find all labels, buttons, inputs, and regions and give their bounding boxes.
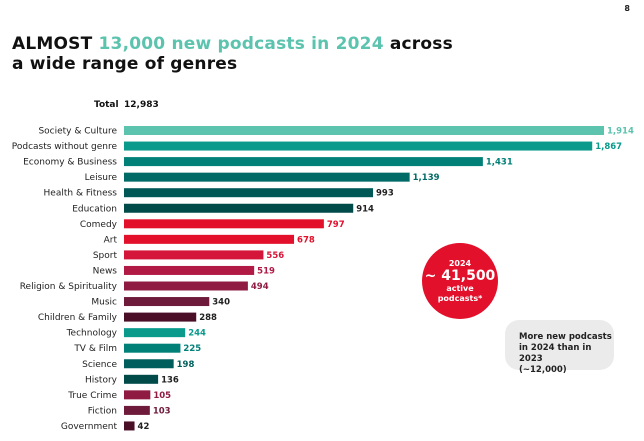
value-label-comedy: 797 <box>327 220 345 230</box>
note-line1: More new podcasts <box>519 332 612 342</box>
title-highlight: 13,000 new podcasts in 2024 <box>98 34 384 54</box>
value-label-technology: 244 <box>188 329 206 339</box>
value-label-children-and-family: 288 <box>199 313 217 323</box>
category-label-children-and-family: Children & Family <box>38 313 118 323</box>
category-label-news: News <box>93 266 118 276</box>
bar-technology <box>124 328 186 338</box>
bar-music <box>124 297 210 307</box>
callout-value: ~ 41,500 <box>424 268 496 285</box>
category-label-comedy: Comedy <box>80 220 118 230</box>
value-label-news: 519 <box>257 266 275 276</box>
value-label-education: 914 <box>356 204 374 214</box>
bar-government <box>124 421 135 431</box>
bar-children-and-family <box>124 312 197 322</box>
bar-science <box>124 359 174 369</box>
bar-fiction <box>124 405 150 415</box>
active-podcasts-callout: 2024 ~ 41,500 active podcasts* <box>422 243 498 319</box>
value-label-music: 340 <box>212 298 230 308</box>
category-label-religion-and-spirituality: Religion & Spirituality <box>20 282 118 292</box>
bar-health-and-fitness <box>124 188 374 198</box>
value-label-sport: 556 <box>266 251 284 261</box>
page-number: 8 <box>624 4 630 13</box>
category-label-leisure: Leisure <box>85 173 118 183</box>
category-label-fiction: Fiction <box>88 406 117 416</box>
category-label-true-crime: True Crime <box>67 391 117 401</box>
bar-history <box>124 374 159 384</box>
bar-comedy <box>124 219 324 229</box>
callout-line2: podcasts* <box>437 293 483 303</box>
bar-economy-and-business <box>124 157 483 167</box>
category-label-art: Art <box>104 235 118 245</box>
category-label-tv-and-film: TV & Film <box>73 344 117 354</box>
bar-leisure <box>124 172 410 182</box>
value-label-society-and-culture: 1,914 <box>607 127 634 137</box>
note-line2: in 2024 than in 2023 <box>519 343 592 364</box>
category-label-music: Music <box>91 298 117 308</box>
value-label-art: 678 <box>297 235 315 245</box>
category-label-podcasts-without-genre: Podcasts without genre <box>12 142 118 152</box>
category-label-economy-and-business: Economy & Business <box>23 158 117 168</box>
value-label-government: 42 <box>138 422 150 432</box>
value-label-history: 136 <box>161 375 179 385</box>
total-value: 12,983 <box>124 100 159 110</box>
callout-year: 2024 <box>448 259 472 269</box>
value-label-podcasts-without-genre: 1,867 <box>595 142 622 152</box>
bar-tv-and-film <box>124 343 181 353</box>
bar-sport <box>124 250 264 260</box>
bar-society-and-culture <box>124 126 604 135</box>
bar-true-crime <box>124 390 151 400</box>
chart-title: ALMOST 13,000 new podcasts in 2024 acros… <box>12 34 453 74</box>
value-label-science: 198 <box>177 360 195 370</box>
title-line2: a wide range of genres <box>12 54 238 74</box>
category-label-science: Science <box>82 360 117 370</box>
bar-podcasts-without-genre <box>124 141 593 151</box>
bar-education <box>124 203 354 213</box>
title-part2: across <box>383 34 453 54</box>
category-label-sport: Sport <box>93 251 118 261</box>
value-label-fiction: 103 <box>153 406 171 416</box>
value-label-economy-and-business: 1,431 <box>486 158 513 168</box>
title-part1: ALMOST <box>12 34 99 54</box>
category-label-history: History <box>85 375 118 385</box>
category-label-health-and-fitness: Health & Fitness <box>44 189 118 199</box>
value-label-religion-and-spirituality: 494 <box>251 282 269 292</box>
value-label-leisure: 1,139 <box>413 173 440 183</box>
value-label-health-and-fitness: 993 <box>376 189 394 199</box>
value-label-tv-and-film: 225 <box>183 344 201 354</box>
value-label-true-crime: 105 <box>153 391 171 401</box>
category-label-society-and-culture: Society & Culture <box>38 127 117 137</box>
category-label-education: Education <box>72 204 117 214</box>
category-label-technology: Technology <box>66 329 118 339</box>
comparison-note: More new podcasts in 2024 than in 2023 (… <box>505 320 614 375</box>
category-label-government: Government <box>61 422 118 432</box>
bar-news <box>124 265 255 275</box>
bar-art <box>124 234 295 244</box>
bar-religion-and-spirituality <box>124 281 248 291</box>
callout-line1: active <box>446 284 474 294</box>
total-label: Total <box>94 100 119 110</box>
note-line3: (~12,000) <box>519 365 567 375</box>
